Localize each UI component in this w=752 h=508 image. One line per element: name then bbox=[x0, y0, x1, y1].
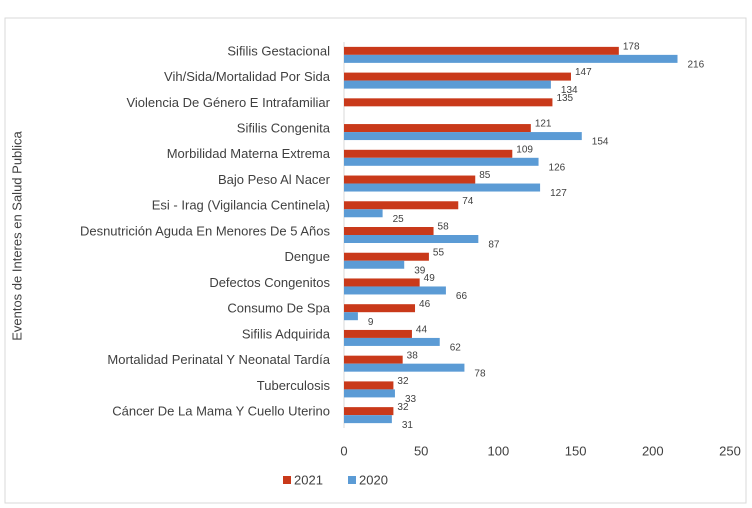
category-label: Sifilis Gestacional bbox=[227, 43, 330, 58]
value-label: 74 bbox=[462, 196, 474, 207]
bar bbox=[344, 260, 405, 269]
value-label: 216 bbox=[688, 60, 705, 71]
bar bbox=[344, 407, 394, 416]
x-tick-label: 100 bbox=[488, 443, 510, 458]
x-tick-label: 250 bbox=[719, 443, 741, 458]
bar bbox=[344, 235, 479, 243]
value-label: 121 bbox=[535, 119, 552, 130]
value-label: 32 bbox=[397, 376, 409, 387]
category-label: Bajo Peso Al Nacer bbox=[218, 172, 331, 187]
bar bbox=[344, 329, 412, 338]
bar bbox=[344, 415, 392, 424]
bar bbox=[344, 124, 531, 133]
value-label: 62 bbox=[450, 343, 462, 354]
bar bbox=[344, 304, 416, 313]
bar bbox=[344, 80, 551, 89]
bar bbox=[344, 355, 403, 364]
value-label: 46 bbox=[419, 299, 431, 310]
bar bbox=[344, 201, 459, 210]
value-label: 9 bbox=[368, 317, 374, 328]
x-tick-label: 50 bbox=[414, 443, 428, 458]
bar bbox=[344, 157, 539, 166]
legend-label: 2020 bbox=[359, 472, 388, 487]
bar bbox=[344, 227, 434, 235]
value-label: 32 bbox=[397, 402, 409, 413]
x-tick-label: 0 bbox=[340, 443, 347, 458]
value-label: 178 bbox=[623, 42, 640, 53]
category-label: Defectos Congenitos bbox=[209, 275, 330, 290]
value-label: 38 bbox=[407, 350, 419, 361]
value-label: 39 bbox=[414, 265, 426, 276]
value-label: 135 bbox=[556, 93, 573, 104]
value-label: 58 bbox=[438, 222, 450, 233]
value-label: 109 bbox=[516, 144, 533, 155]
value-label: 78 bbox=[474, 368, 486, 379]
value-label: 126 bbox=[549, 162, 566, 173]
value-label: 147 bbox=[575, 67, 592, 78]
category-label: Morbilidad Materna Extrema bbox=[167, 146, 331, 161]
bar bbox=[344, 149, 513, 158]
category-label: Esi - Irag (Vigilancia Centinela) bbox=[152, 198, 330, 213]
value-label: 134 bbox=[561, 85, 578, 96]
bar bbox=[344, 72, 571, 81]
category-label: Dengue bbox=[284, 249, 330, 264]
bar bbox=[344, 252, 429, 261]
bar bbox=[344, 337, 440, 346]
bar bbox=[344, 209, 383, 218]
bar bbox=[344, 175, 476, 184]
bar bbox=[344, 98, 553, 107]
bar bbox=[344, 312, 358, 321]
bar bbox=[344, 286, 446, 295]
category-label: Cáncer De La Mama Y Cuello Uterino bbox=[112, 404, 330, 419]
value-label: 33 bbox=[405, 394, 417, 405]
bar bbox=[344, 278, 420, 287]
value-label: 44 bbox=[416, 325, 428, 336]
chart-border bbox=[4, 17, 747, 504]
category-label: Violencia De Género E Intrafamiliar bbox=[126, 95, 330, 110]
legend-swatch bbox=[348, 476, 356, 484]
value-label: 66 bbox=[456, 291, 468, 302]
y-axis-label: Eventos de Interes en Salud Publica bbox=[9, 130, 24, 340]
category-label: Desnutrición Aguda En Menores De 5 Años bbox=[80, 223, 331, 238]
value-label: 154 bbox=[592, 137, 609, 148]
category-label: Tuberculosis bbox=[257, 378, 331, 393]
bar bbox=[344, 183, 541, 192]
x-tick-label: 150 bbox=[565, 443, 587, 458]
category-label: Vih/Sida/Mortalidad Por Sida bbox=[164, 69, 331, 84]
x-tick-label: 200 bbox=[642, 443, 664, 458]
value-label: 85 bbox=[479, 170, 491, 181]
category-label: Mortalidad Perinatal Y Neonatal Tardía bbox=[107, 352, 330, 367]
category-label: Consumo De Spa bbox=[227, 301, 330, 316]
legend-label: 2021 bbox=[294, 472, 323, 487]
bar bbox=[344, 381, 394, 390]
category-label: Sifilis Adquirida bbox=[242, 326, 331, 341]
value-label: 25 bbox=[393, 214, 405, 225]
bar bbox=[344, 132, 582, 141]
value-label: 31 bbox=[402, 420, 414, 431]
value-label: 49 bbox=[424, 273, 436, 284]
value-label: 127 bbox=[550, 188, 567, 199]
bar bbox=[344, 46, 619, 55]
value-label: 87 bbox=[488, 240, 500, 251]
value-label: 55 bbox=[433, 247, 445, 258]
bar bbox=[344, 363, 465, 372]
bar bbox=[344, 389, 395, 398]
category-label: Sifilis Congenita bbox=[237, 121, 331, 136]
bar bbox=[344, 54, 678, 63]
legend-swatch bbox=[283, 476, 291, 484]
